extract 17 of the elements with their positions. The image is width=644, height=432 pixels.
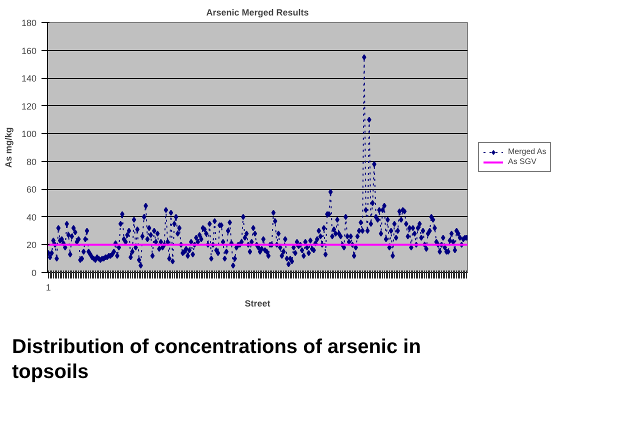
y-tick-label: 40 [26,212,37,222]
y-tick-label: 140 [21,74,37,84]
y-tick-label: 100 [21,129,37,140]
y-axis-title: As mg/kg [3,127,14,168]
y-tick-label: 120 [21,101,37,112]
y-tick-label: 80 [26,156,37,167]
y-tick-label: 60 [26,184,37,195]
y-tick-label: 20 [26,240,37,250]
y-tick-label: 160 [21,46,37,56]
legend-label: As SGV [508,156,536,166]
text: Distribution of concentrations of arsenic in topsoils [12,335,422,385]
y-tick-label: 0 [31,268,37,278]
x-axis-title: Street [244,298,270,308]
legend-label: Merged As [508,146,546,156]
chart-title: Arsenic Merged Results [206,8,309,18]
x-tick-label: 1 [46,282,51,292]
y-tick-label: 180 [21,18,37,28]
